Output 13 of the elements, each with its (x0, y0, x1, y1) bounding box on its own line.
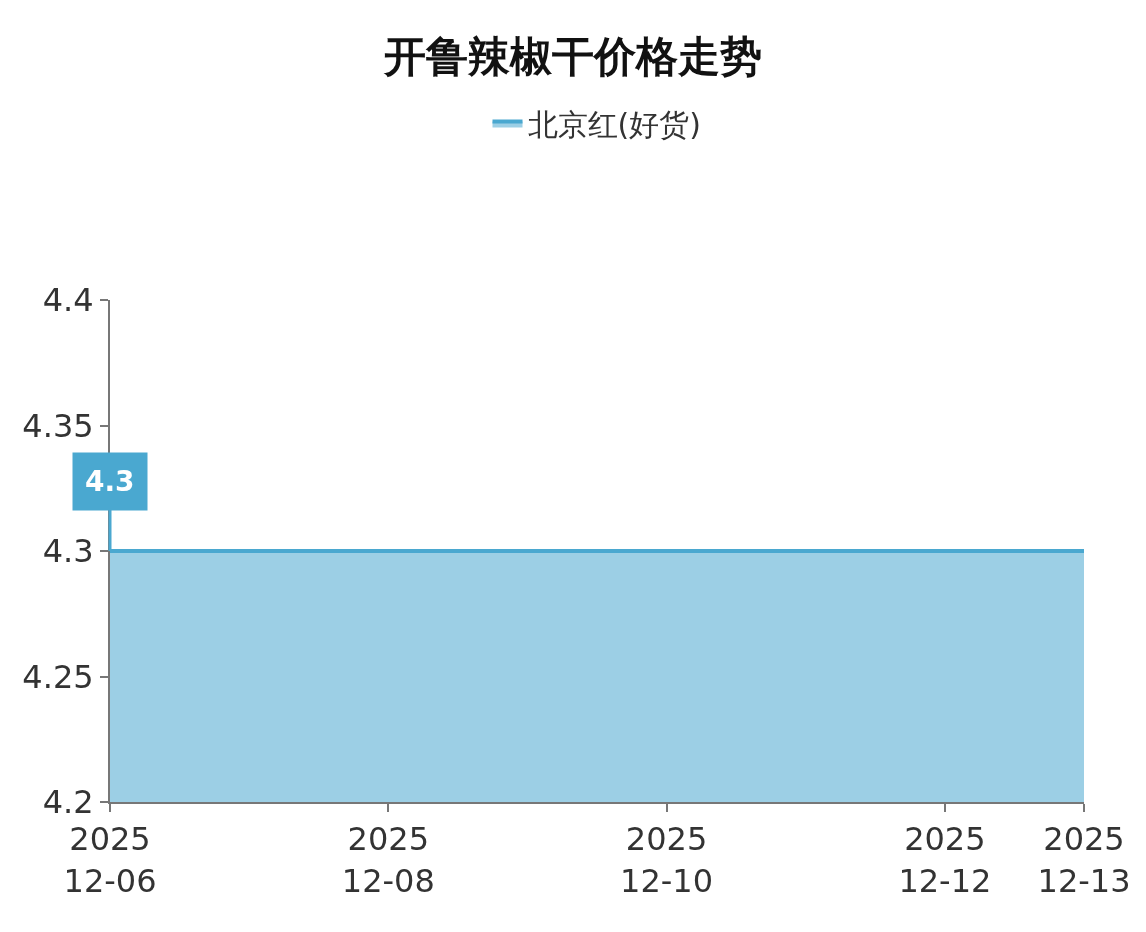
y-tick-label: 4.2 (42, 783, 94, 822)
x-tick-label: 2025 12-08 (341, 820, 435, 900)
y-tick-label: 4.35 (22, 406, 94, 445)
x-tick-label: 2025 12-06 (63, 820, 157, 900)
x-tick-label: 2025 12-12 (898, 820, 992, 900)
data-label: 4.3 (85, 465, 135, 498)
legend-label: 北京红(好货) (527, 107, 701, 143)
y-tick-label: 4.4 (42, 281, 94, 320)
x-tick-label: 2025 12-13 (1037, 820, 1131, 900)
y-tick-label: 4.25 (22, 657, 94, 696)
x-tick-label: 2025 12-10 (620, 820, 714, 900)
chart-title: 开鲁辣椒干价格走势 (383, 32, 762, 82)
y-tick-label: 4.3 (42, 532, 94, 571)
